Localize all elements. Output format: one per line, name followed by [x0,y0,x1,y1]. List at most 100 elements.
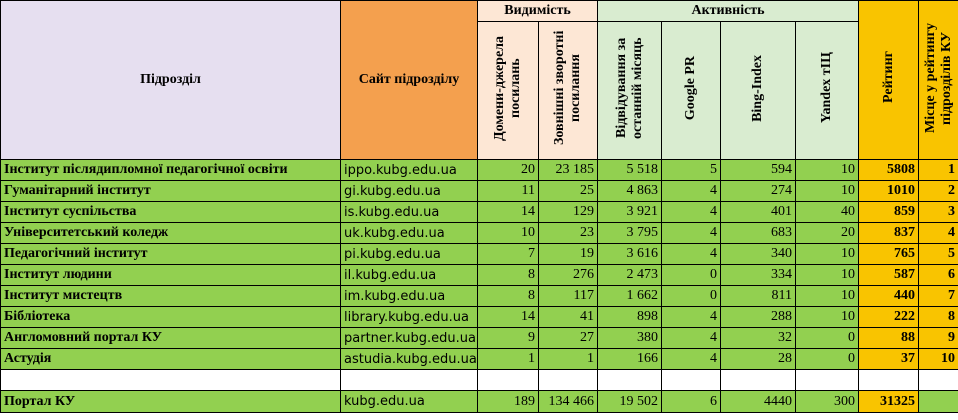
header-row-columns: Домени-джерела посилань Зовнішні зворотн… [1,21,958,160]
row-site: library.kubg.edu.ua [340,306,478,328]
row-google-pr: 4 [661,201,722,223]
row-site: im.kubg.edu.ua [340,285,478,307]
row-name: Гуманітарний інститут [0,180,341,202]
row-name: Інститут суспільства [0,201,341,223]
row-backlinks: 276 [537,264,599,286]
row-name: Інститут післядипломної педагогічної осв… [0,159,341,181]
table-row: Інститут мистецтв im.kubg.edu.ua 8 117 1 662… [0,285,958,307]
row-rating: 1010 [858,180,920,202]
row-google-pr: 0 [661,285,722,307]
row-rating: 587 [858,264,920,286]
row-yandex-tic: 10 [795,243,860,265]
row-name: Бібліотека [0,306,341,328]
row-site: astudia.kubg.edu.ua [340,348,478,370]
row-site: uk.kubg.edu.ua [340,222,478,244]
row-google-pr: 4 [661,327,722,349]
row-bing-index: 811 [720,285,797,307]
row-yandex-tic: 10 [795,264,860,286]
header-unit: Підрозділ [0,0,341,160]
row-backlinks: 41 [537,306,599,328]
row-backlinks: 129 [537,201,599,223]
row-name: Астудія [0,348,341,370]
row-domains: 7 [477,243,539,265]
row-visits: 3 616 [597,243,663,265]
row-place: 4 [918,222,958,244]
row-bing-index: 401 [720,201,797,223]
row-rating: 5808 [858,159,920,181]
row-yandex-tic: 10 [795,159,860,181]
row-rating: 859 [858,201,920,223]
row-bing-index: 288 [720,306,797,328]
header-bing-index: Bing-Index [720,21,797,160]
row-backlinks: 23 [537,222,599,244]
row-visits: 380 [597,327,663,349]
table-row: Інститут людини il.kubg.edu.ua 8 276 2 473 0 3… [0,264,958,286]
row-place: 7 [918,285,958,307]
table-row: Бібліотека library.kubg.edu.ua 14 41 898 4 288… [0,306,958,328]
row-yandex-tic: 40 [795,201,860,223]
row-domains: 11 [477,180,539,202]
row-place: 3 [918,201,958,223]
row-backlinks: 23 185 [537,159,599,181]
row-name: Педагогічний інститут [0,243,341,265]
total-google-pr: 6 [661,390,722,413]
row-place: 10 [918,348,958,370]
row-visits: 2 473 [597,264,663,286]
table-row: Астудія astudia.kubg.edu.ua 1 1 166 4 28 0 37 10 [0,348,958,370]
row-bing-index: 683 [720,222,797,244]
row-bing-index: 28 [720,348,797,370]
row-google-pr: 0 [661,264,722,286]
total-yandex-tic: 300 [795,390,860,413]
row-place: 9 [918,327,958,349]
table-row: Педагогічний інститут pi.kubg.edu.ua 7 19 3 … [0,243,958,265]
row-yandex-tic: 10 [795,285,860,307]
row-bing-index: 340 [720,243,797,265]
row-domains: 10 [477,222,539,244]
total-visits: 19 502 [597,390,663,413]
total-rating: 31325 [858,390,920,413]
row-yandex-tic: 10 [795,306,860,328]
row-backlinks: 19 [537,243,599,265]
header-domains: Домени-джерела посилань [477,21,539,160]
total-site: kubg.edu.ua [340,390,478,413]
row-domains: 8 [477,285,539,307]
total-row: Портал КУ kubg.edu.ua 189 134 466 19 502… [0,390,958,413]
total-place [918,390,958,413]
row-site: pi.kubg.edu.ua [340,243,478,265]
row-rating: 765 [858,243,920,265]
row-site: partner.kubg.edu.ua [340,327,478,349]
row-google-pr: 4 [661,348,722,370]
row-visits: 3 795 [597,222,663,244]
row-yandex-tic: 20 [795,222,860,244]
row-backlinks: 27 [537,327,599,349]
row-rating: 837 [858,222,920,244]
row-site: is.kubg.edu.ua [340,201,478,223]
row-site: gi.kubg.edu.ua [340,180,478,202]
row-name: Університетський коледж [0,222,341,244]
row-place: 8 [918,306,958,328]
row-visits: 898 [597,306,663,328]
row-visits: 3 921 [597,201,663,223]
header-place: Місце у рейтингу підрозділів КУ [918,0,958,160]
row-place: 6 [918,264,958,286]
row-google-pr: 4 [661,243,722,265]
header-backlinks: Зовнішні зворотні посилання [537,21,599,160]
header-rating: Рейтинг [858,0,920,160]
row-google-pr: 4 [661,222,722,244]
table-row: Гуманітарний інститут gi.kubg.edu.ua 11 25 4… [0,180,958,202]
header-activity: Активність [597,0,860,22]
row-name: Англомовний портал КУ [0,327,341,349]
row-yandex-tic: 0 [795,327,860,349]
row-rating: 88 [858,327,920,349]
row-google-pr: 4 [661,180,722,202]
header-visibility: Видимість [476,0,599,22]
row-visits: 1 662 [597,285,663,307]
row-backlinks: 117 [537,285,599,307]
row-yandex-tic: 0 [795,348,860,370]
row-backlinks: 25 [537,180,599,202]
total-name: Портал КУ [0,390,341,413]
row-place: 5 [918,243,958,265]
row-site: ippo.kubg.edu.ua [340,159,478,181]
row-domains: 8 [477,264,539,286]
